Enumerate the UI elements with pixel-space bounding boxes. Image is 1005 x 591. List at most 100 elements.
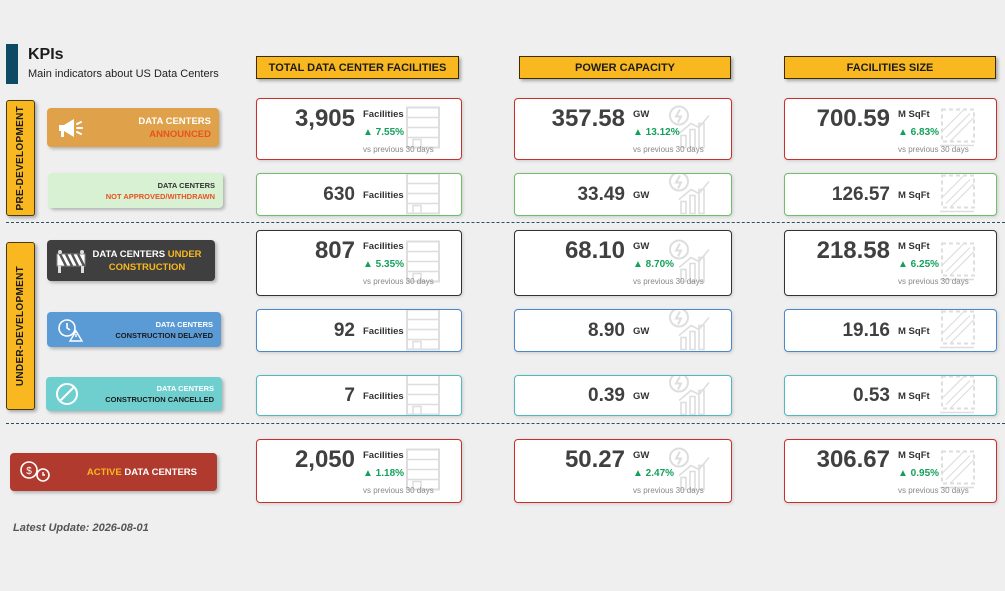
kpi-change: ▲ 7.55% <box>363 127 405 138</box>
kpi-value: 33.49 <box>577 184 625 205</box>
power-watermark-icon <box>669 239 710 283</box>
badge-line-1-group: DATA CENTERS UNDER <box>92 248 201 261</box>
kpi-change: ▲ 0.95% <box>898 468 940 479</box>
power-watermark-icon <box>669 310 710 350</box>
power-watermark-icon <box>669 376 710 415</box>
page-title: KPIs <box>28 46 64 63</box>
kpi-card-size: 126.57 M SqFt <box>784 173 997 216</box>
building-watermark-icon <box>406 174 440 214</box>
kpi-unit: M SqFt <box>898 109 930 120</box>
kpi-card-facilities: 630 Facilities <box>256 173 462 216</box>
phase-label-under-development: UNDER-DEVELOPMENT <box>6 242 35 410</box>
kpi-unit: Facilities <box>363 391 404 402</box>
badge-line-2: CONSTRUCTION DELAYED <box>115 330 213 340</box>
badge-under-construction: DATA CENTERS UNDER CONSTRUCTION <box>47 240 215 281</box>
building-watermark-icon <box>406 240 440 283</box>
kpi-watermark <box>667 238 713 289</box>
kpi-watermark <box>936 448 978 495</box>
phase-label-text: PRE-DEVELOPMENT <box>15 105 26 211</box>
kpi-watermark <box>936 240 978 287</box>
badge-construction-cancelled: DATA CENTERS CONSTRUCTION CANCELLED <box>46 377 222 411</box>
kpi-change: ▲ 13.12% <box>633 127 680 138</box>
barrier-icon <box>56 249 86 273</box>
building-watermark-icon <box>406 376 440 415</box>
badge-line-1: DATA CENTERS <box>157 180 215 190</box>
section-divider <box>6 423 1005 424</box>
badge-line-2: DATA CENTERS <box>124 466 197 478</box>
kpi-value: 0.53 <box>853 385 890 406</box>
kpi-unit: M SqFt <box>898 190 930 201</box>
kpi-unit: Facilities <box>363 109 404 120</box>
kpi-watermark <box>667 376 713 415</box>
latest-update: Latest Update: 2026-08-01 <box>13 522 149 534</box>
kpi-unit: M SqFt <box>898 326 930 337</box>
power-watermark-icon <box>669 105 710 149</box>
badge-construction-delayed: DATA CENTERS CONSTRUCTION DELAYED <box>47 312 221 347</box>
kpi-watermark <box>667 104 713 155</box>
kpi-comparison-note: vs previous 30 days <box>363 145 434 154</box>
megaphone-icon <box>59 118 83 137</box>
kpi-card-size: 306.67 M SqFt ▲ 0.95% vs previous 30 days <box>784 439 997 503</box>
phase-label-text: UNDER-DEVELOPMENT <box>15 265 26 387</box>
kpi-unit: GW <box>633 450 650 461</box>
building-watermark-icon <box>406 106 440 149</box>
kpi-card-power: 50.27 GW ▲ 2.47% vs previous 30 days <box>514 439 732 503</box>
kpi-unit: Facilities <box>363 190 404 201</box>
kpi-card-power: 68.10 GW ▲ 8.70% vs previous 30 days <box>514 230 732 296</box>
kpi-card-power: 357.58 GW ▲ 13.12% vs previous 30 days <box>514 98 732 160</box>
badge-announced: DATA CENTERS ANNOUNCED <box>47 108 219 147</box>
kpi-card-facilities: 807 Facilities ▲ 5.35% vs previous 30 days <box>256 230 462 296</box>
badge-line-1: DATA CENTERS <box>155 319 213 329</box>
badge-active: $ ACTIVE DATA CENTERS <box>10 453 217 491</box>
kpi-comparison-note: vs previous 30 days <box>363 486 434 495</box>
money-clock-icon: $ <box>20 461 50 482</box>
kpi-watermark <box>403 310 443 351</box>
area-watermark-icon <box>940 310 975 348</box>
kpi-comparison-note: vs previous 30 days <box>898 486 969 495</box>
kpi-watermark <box>936 376 978 415</box>
area-watermark-icon <box>940 174 975 212</box>
kpi-value: 19.16 <box>842 320 890 341</box>
kpi-unit: M SqFt <box>898 241 930 252</box>
kpi-comparison-note: vs previous 30 days <box>633 486 704 495</box>
kpi-watermark <box>667 446 713 497</box>
kpi-watermark <box>403 238 443 289</box>
kpi-comparison-note: vs previous 30 days <box>363 277 434 286</box>
kpi-value: 2,050 <box>294 446 355 473</box>
kpi-unit: GW <box>633 241 650 252</box>
kpi-card-facilities: 7 Facilities <box>256 375 462 416</box>
badge-line-1-accent: UNDER <box>167 248 202 260</box>
kpi-watermark <box>936 174 978 215</box>
badge-line-2: ANNOUNCED <box>149 128 211 140</box>
kpi-card-facilities: 3,905 Facilities ▲ 7.55% vs previous 30 day… <box>256 98 462 160</box>
kpi-watermark <box>403 104 443 155</box>
kpi-watermark <box>936 106 978 153</box>
kpi-card-size: 0.53 M SqFt <box>784 375 997 416</box>
kpi-change: ▲ 5.35% <box>363 259 405 270</box>
kpi-unit: GW <box>633 326 650 337</box>
kpi-value: 8.90 <box>588 320 625 341</box>
badge-line-2: CONSTRUCTION CANCELLED <box>105 395 214 404</box>
badge-line-1: DATA CENTERS <box>138 115 211 127</box>
kpi-watermark <box>936 310 978 351</box>
kpi-value: 630 <box>323 184 355 205</box>
badge-line-1: DATA CENTERS <box>92 248 166 260</box>
column-header-facilities: TOTAL DATA CENTER FACILITIES <box>256 56 459 79</box>
kpi-card-size: 218.58 M SqFt ▲ 6.25% vs previous 30 days <box>784 230 997 296</box>
kpi-watermark <box>403 174 443 215</box>
badge-line-2: CONSTRUCTION <box>108 261 186 273</box>
kpi-watermark <box>667 310 713 351</box>
kpi-unit: GW <box>633 391 650 402</box>
badge-line-2: NOT APPROVED/WITHDRAWN <box>105 191 215 201</box>
kpi-value: 700.59 <box>816 105 890 132</box>
kpi-change: ▲ 2.47% <box>633 468 675 479</box>
building-watermark-icon <box>406 448 440 491</box>
kpi-unit: Facilities <box>363 326 404 337</box>
prohibited-icon <box>56 383 78 405</box>
kpi-change: ▲ 8.70% <box>633 259 675 270</box>
kpi-value: 7 <box>344 385 355 406</box>
clock-warning-icon <box>58 318 84 342</box>
area-watermark-icon <box>940 108 975 147</box>
area-watermark-icon <box>940 242 975 281</box>
kpi-unit: M SqFt <box>898 450 930 461</box>
